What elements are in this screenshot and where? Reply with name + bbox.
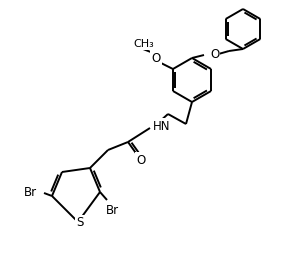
Text: HN: HN — [153, 119, 170, 133]
Text: S: S — [76, 216, 84, 230]
Text: Br: Br — [23, 187, 37, 199]
Text: O: O — [136, 153, 145, 167]
Text: Br: Br — [106, 204, 119, 218]
Text: O: O — [210, 48, 219, 61]
Text: CH₃: CH₃ — [134, 39, 154, 49]
Text: O: O — [151, 52, 160, 64]
